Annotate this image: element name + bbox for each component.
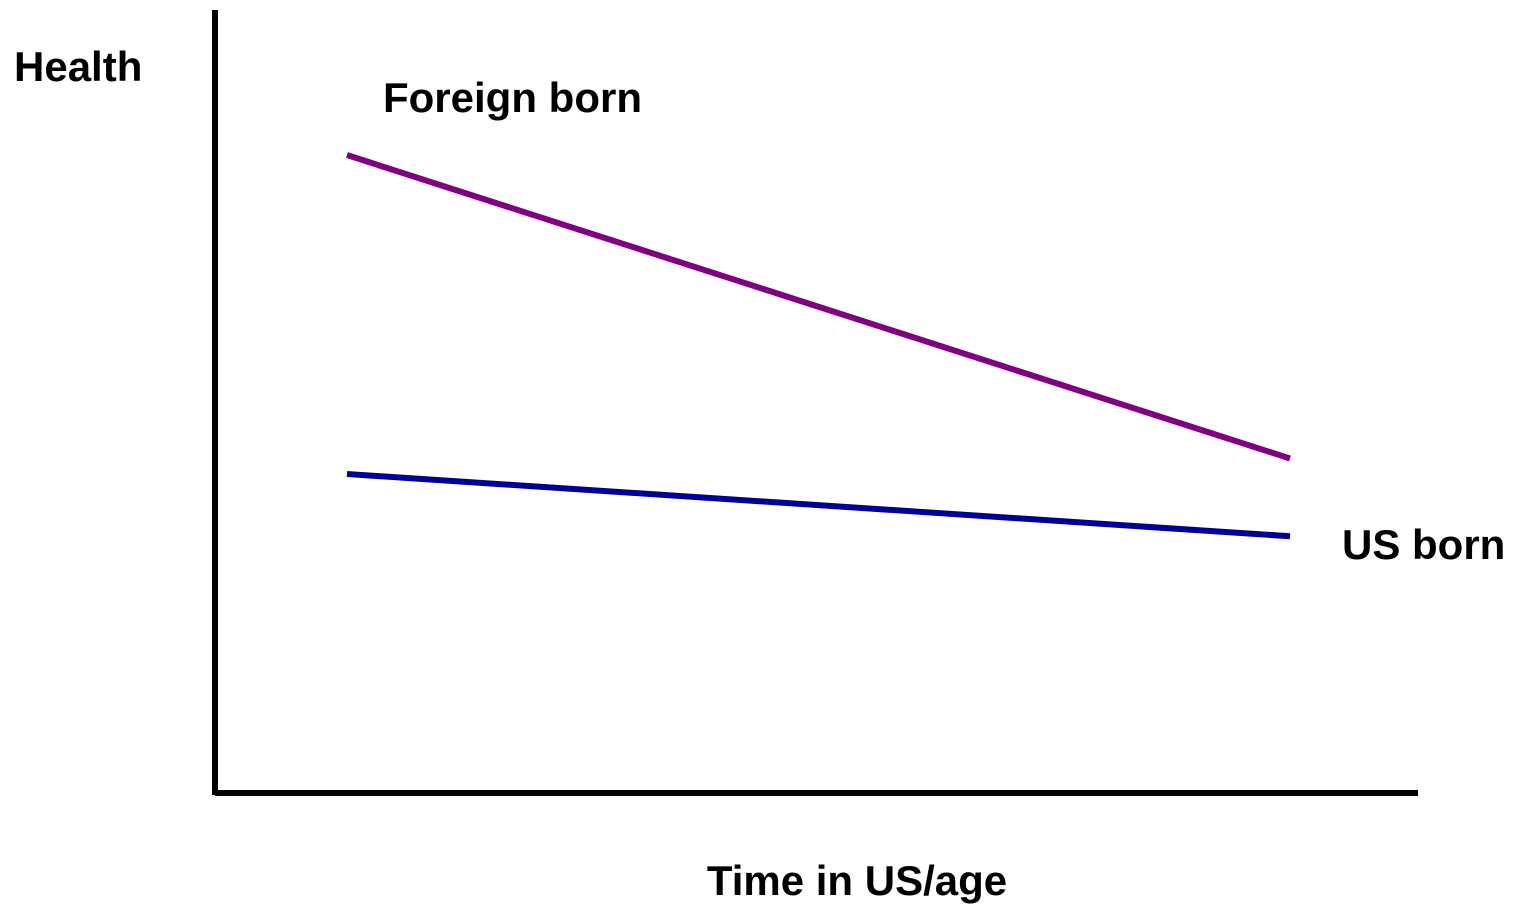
series-label-foreign-born: Foreign born	[383, 74, 642, 121]
series-line-foreign-born	[346, 152, 1291, 462]
y-axis-label: Health	[14, 43, 142, 90]
series-label-us-born: US born	[1342, 521, 1505, 568]
series-line-us-born	[346, 471, 1291, 540]
x-axis-label: Time in US/age	[707, 857, 1007, 904]
